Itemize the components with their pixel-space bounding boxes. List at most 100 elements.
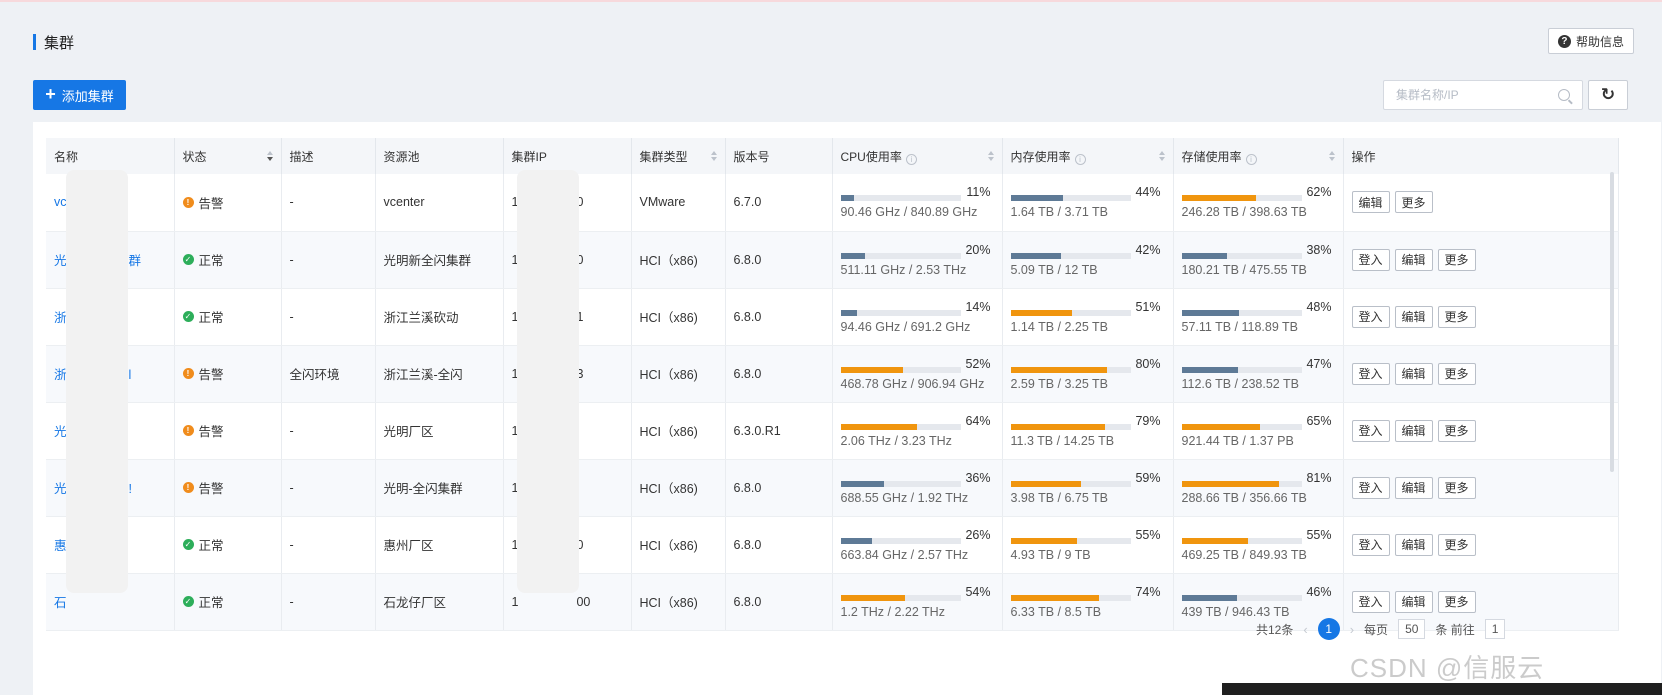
- status-text: 正常: [198, 311, 224, 325]
- cell-type: HCI（x86): [631, 459, 726, 517]
- more-button[interactable]: 更多: [1437, 590, 1476, 613]
- cell-memory-usage: 55% 4.93 TB / 9 TB: [1002, 516, 1174, 574]
- login-button[interactable]: 登入: [1351, 248, 1390, 271]
- refresh-button[interactable]: ↻: [1588, 80, 1628, 110]
- memory-usage-bar-track: [1010, 423, 1131, 430]
- storage-usage-percent: 47%: [1306, 356, 1332, 371]
- memory-usage-value: 6.33 TB / 8.5 TB: [1010, 604, 1102, 619]
- sort-icon[interactable]: [266, 151, 273, 161]
- cell-type: HCI（x86): [631, 516, 726, 574]
- memory-usage-bar-track: [1010, 366, 1131, 373]
- login-button[interactable]: 登入: [1351, 419, 1390, 442]
- alert-circle-icon: !: [182, 482, 194, 493]
- prev-page-icon[interactable]: ‹: [1303, 621, 1308, 637]
- cluster-name-link[interactable]: 光: [54, 254, 67, 268]
- status-text: 告警: [198, 368, 224, 382]
- col-header-name[interactable]: 名称: [46, 138, 175, 174]
- next-page-icon[interactable]: ›: [1349, 621, 1355, 637]
- sort-icon[interactable]: [1158, 151, 1165, 161]
- login-button[interactable]: 登入: [1351, 476, 1390, 499]
- cluster-name-link[interactable]: 光: [54, 425, 67, 439]
- login-button[interactable]: 登入: [1351, 362, 1390, 385]
- title-accent-bar: [33, 34, 36, 50]
- cpu-usage-value: 688.55 GHz / 1.92 THz: [840, 490, 969, 505]
- info-icon[interactable]: i: [1074, 153, 1086, 165]
- cell-cpu-usage: 64% 2.06 THz / 3.23 THz: [832, 402, 1003, 460]
- cluster-name-link[interactable]: vc: [54, 195, 67, 210]
- memory-usage-value: 1.64 TB / 3.71 TB: [1010, 205, 1109, 220]
- cell-status: ✓ 正常: [174, 288, 282, 346]
- check-circle-icon: ✓: [182, 539, 194, 550]
- edit-button[interactable]: 编辑: [1394, 476, 1433, 499]
- sort-icon[interactable]: [1328, 151, 1335, 161]
- search-input[interactable]: [1384, 81, 1558, 109]
- edit-button[interactable]: 编辑: [1394, 590, 1433, 613]
- storage-usage-bar-track: [1181, 423, 1302, 430]
- col-header-type[interactable]: 集群类型: [631, 138, 726, 174]
- table-scrollbar[interactable]: [1610, 172, 1614, 472]
- more-button[interactable]: 更多: [1437, 248, 1476, 271]
- cluster-name-link[interactable]: 浙: [54, 311, 67, 325]
- ops-group: 登入 编辑 更多: [1351, 533, 1610, 556]
- edit-button[interactable]: 编辑: [1351, 191, 1390, 214]
- info-icon[interactable]: i: [1245, 153, 1257, 165]
- memory-usage-value: 4.93 TB / 9 TB: [1010, 547, 1091, 562]
- edit-button[interactable]: 编辑: [1394, 305, 1433, 328]
- edit-button[interactable]: 编辑: [1394, 419, 1433, 442]
- add-cluster-button[interactable]: + 添加集群: [33, 80, 126, 110]
- search-icon[interactable]: [1558, 89, 1570, 101]
- cpu-usage-bar-fill: [840, 309, 858, 316]
- login-button[interactable]: 登入: [1351, 590, 1390, 613]
- cluster-name-link[interactable]: 惠: [54, 539, 67, 553]
- more-button[interactable]: 更多: [1437, 419, 1476, 442]
- more-button[interactable]: 更多: [1437, 362, 1476, 385]
- redaction-mask: [517, 170, 579, 593]
- more-button[interactable]: 更多: [1437, 476, 1476, 499]
- col-header-mem[interactable]: 内存使用率 i: [1002, 138, 1174, 174]
- page-1-button[interactable]: 1: [1317, 618, 1340, 640]
- edit-button[interactable]: 编辑: [1394, 248, 1433, 271]
- more-button[interactable]: 更多: [1437, 305, 1476, 328]
- cell-desc: -: [281, 174, 376, 232]
- cell-storage-usage: 81% 288.66 TB / 356.66 TB: [1173, 459, 1344, 517]
- memory-usage-percent: 51%: [1135, 299, 1161, 314]
- login-button[interactable]: 登入: [1351, 305, 1390, 328]
- col-header-storage[interactable]: 存储使用率 i: [1173, 138, 1344, 174]
- cell-ops: 登入 编辑 更多: [1343, 402, 1619, 460]
- info-icon[interactable]: i: [905, 153, 917, 165]
- storage-usage-percent: 65%: [1306, 413, 1332, 428]
- cluster-name-link[interactable]: 石: [54, 596, 67, 610]
- check-circle-icon: ✓: [182, 596, 194, 607]
- col-header-status[interactable]: 状态: [174, 138, 282, 174]
- cpu-usage-bar-track: [840, 594, 961, 601]
- cell-cpu-usage: 54% 1.2 THz / 2.22 THz: [832, 573, 1003, 631]
- goto-page-input[interactable]: 1: [1484, 619, 1506, 639]
- cpu-usage-bar-fill: [840, 480, 884, 487]
- login-button[interactable]: 登入: [1351, 533, 1390, 556]
- sort-icon[interactable]: [710, 151, 717, 161]
- cpu-usage-bar-fill: [840, 366, 903, 373]
- cell-cpu-usage: 52% 468.78 GHz / 906.94 GHz: [832, 345, 1003, 403]
- edit-button[interactable]: 编辑: [1394, 533, 1433, 556]
- col-header-cpu[interactable]: CPU使用率 i: [832, 138, 1003, 174]
- page-title: 集群: [33, 31, 74, 53]
- cpu-usage-meter: 36% 688.55 GHz / 1.92 THz: [840, 471, 1001, 505]
- cell-type-text: HCI（x86): [639, 539, 698, 553]
- cell-version-text: 6.3.0.R1: [733, 423, 781, 438]
- page-title-text: 集群: [44, 34, 75, 52]
- more-button[interactable]: 更多: [1437, 533, 1476, 556]
- storage-usage-bar-fill: [1181, 423, 1260, 430]
- help-button[interactable]: ? 帮助信息: [1548, 28, 1634, 54]
- cell-desc: -: [281, 573, 376, 631]
- ops-group: 登入 编辑 更多: [1351, 590, 1610, 613]
- redaction-mask: [66, 170, 128, 593]
- per-page-select[interactable]: 50: [1398, 619, 1426, 639]
- table-row: 光! 告警 - 光明厂区 1 HCI（x86) 6.3.0.R1 64% 2.06 THz / …: [46, 402, 1619, 460]
- cluster-name-link[interactable]: 浙: [54, 368, 67, 382]
- sort-icon[interactable]: [987, 151, 994, 161]
- edit-button[interactable]: 编辑: [1394, 362, 1433, 385]
- cluster-name-link[interactable]: 光: [54, 482, 67, 496]
- cell-pool-text: 惠州厂区: [383, 539, 434, 553]
- more-button[interactable]: 更多: [1394, 191, 1433, 214]
- storage-usage-bar-fill: [1181, 594, 1237, 601]
